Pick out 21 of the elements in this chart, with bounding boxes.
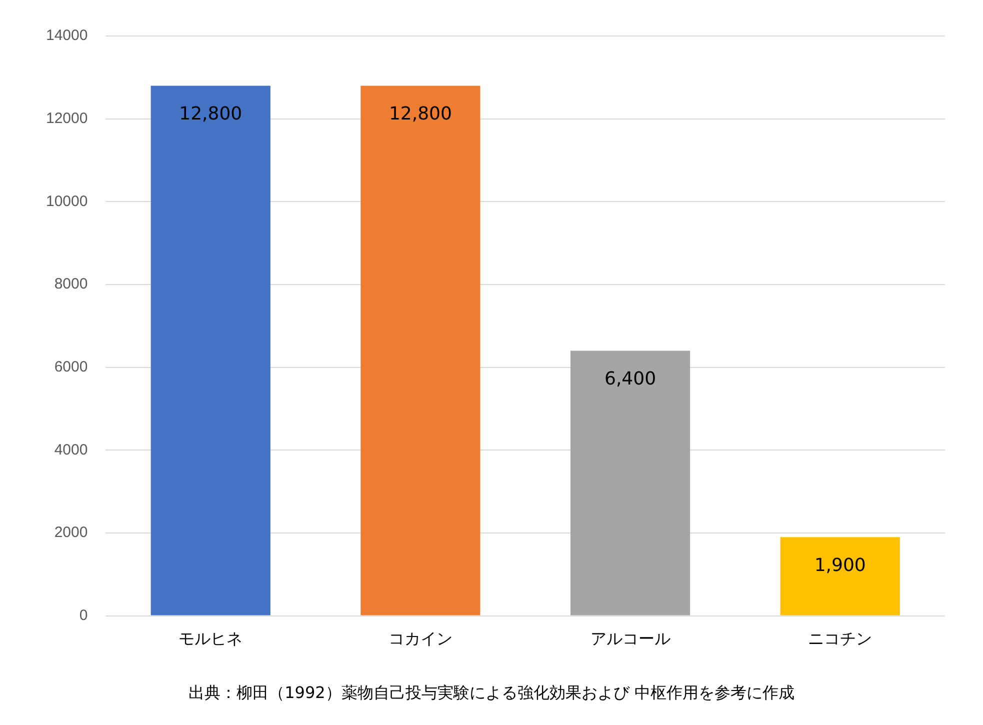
x-tick-label: コカイン: [388, 630, 452, 648]
bar: [360, 86, 480, 616]
bar: [780, 537, 900, 616]
data-label: 12,800: [388, 103, 452, 124]
data-label: 1,900: [814, 554, 866, 576]
y-tick-label: 8000: [54, 276, 88, 293]
y-tick-label: 14000: [46, 27, 88, 44]
source-note: 出典：柳田（1992）薬物自己投与実験による強化効果および 中枢作用を参考に作成: [188, 683, 796, 704]
x-tick-label: ニコチン: [808, 630, 872, 648]
y-tick-label: 0: [79, 606, 88, 624]
bar: [570, 350, 690, 616]
y-tick-label: 6000: [54, 358, 88, 376]
bar: [150, 86, 270, 616]
data-label: 6,400: [604, 368, 656, 390]
y-tick-label: 2000: [54, 524, 88, 542]
y-tick-label: 10000: [46, 192, 88, 210]
x-tick-label: アルコール: [590, 630, 670, 648]
y-tick-label: 4000: [54, 441, 88, 458]
data-label: 12,800: [179, 103, 242, 124]
x-tick-label: モルヒネ: [178, 630, 243, 648]
y-tick-label: 12000: [46, 110, 88, 127]
